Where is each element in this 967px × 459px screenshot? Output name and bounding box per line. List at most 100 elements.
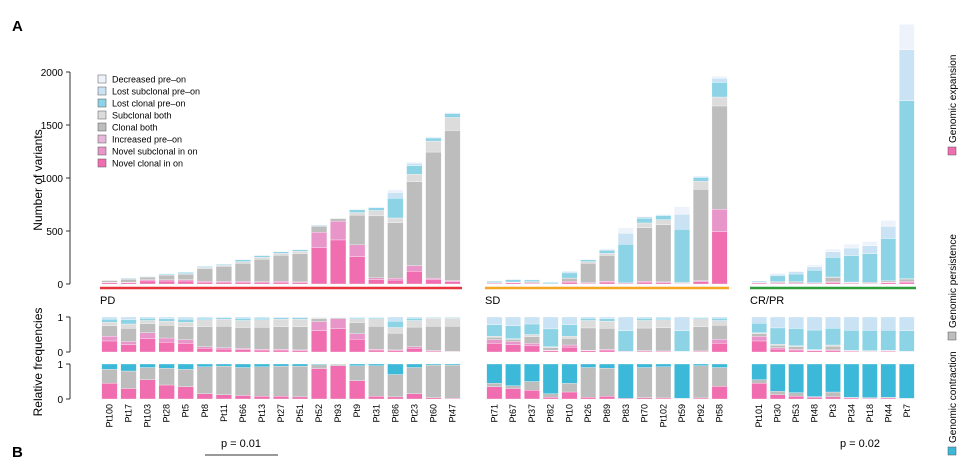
- legend-label-3: Subclonal both: [112, 111, 172, 121]
- x-tick-label-pt26: Pt26: [583, 404, 593, 423]
- bar-pt10-seg4: [561, 272, 578, 279]
- rel1-pt23-seg4: [406, 318, 423, 321]
- rel1-pt103-seg0: [139, 338, 156, 353]
- x-tick-label-pt82: Pt82: [546, 404, 556, 423]
- rel2-pt28-seg0: [158, 384, 175, 400]
- bar-pt23-seg1: [406, 265, 423, 272]
- bar-pt44-seg2: [880, 280, 897, 283]
- legend-swatch-0: [97, 74, 107, 84]
- bar-pt37-seg2: [524, 281, 540, 283]
- bar-pt58-seg5: [711, 78, 728, 83]
- y-tick-label-top: 2000: [41, 68, 64, 79]
- rel2-pt60-seg1: [425, 364, 442, 398]
- bar-pt8-seg4: [196, 266, 213, 268]
- x-tick-label-pt23: Pt23: [409, 404, 419, 423]
- rel1-pt92-seg3: [693, 318, 709, 327]
- bar-pt101-seg4: [751, 281, 767, 283]
- rel1-pt44-seg5: [880, 316, 897, 331]
- rel2-pt48-seg0: [806, 397, 823, 400]
- rel2-pt47-seg2: [444, 363, 461, 366]
- bar-pt27-seg3: [273, 252, 289, 256]
- rel2-pt3-seg0: [825, 396, 841, 400]
- bar-pt58-seg1: [711, 209, 728, 232]
- rel2-pt11-seg1: [215, 365, 232, 395]
- rel1-pt11-seg5: [215, 316, 232, 318]
- rel2-pt82-seg1: [542, 393, 559, 398]
- rel1-pt101-seg0: [751, 340, 767, 353]
- bar-pt18-seg4: [862, 253, 878, 283]
- legend-label-1: Lost subclonal pre–on: [112, 87, 200, 97]
- bar-pt86-seg0: [387, 279, 404, 285]
- rel1-pt59-seg5: [674, 316, 690, 331]
- x-tick-label-pt66: Pt66: [238, 404, 248, 423]
- bar-pt26-seg4: [580, 259, 597, 262]
- rel2-pt13-seg0: [253, 396, 270, 400]
- rel2-pt47-seg1: [444, 364, 461, 399]
- rel2-pt31-seg1: [368, 365, 385, 397]
- bar-pt58-seg2: [711, 105, 728, 210]
- rel2-pt93-seg0: [330, 365, 347, 400]
- bar-pt5-seg0: [177, 280, 194, 285]
- rel1-pt70-seg4: [636, 318, 653, 321]
- rel2-pt11-seg0: [215, 394, 232, 400]
- rel1-pt51-seg5: [292, 316, 309, 318]
- rel2-pt53-seg1: [788, 392, 804, 397]
- rel2-pt67-seg2: [505, 363, 521, 386]
- legend-swatch-2: [97, 98, 107, 108]
- rel1-pt17-seg3: [120, 323, 137, 329]
- rel1-pt28-seg1: [158, 337, 175, 343]
- rel1-pt71-seg1: [486, 339, 503, 344]
- rel1-pt86-seg4: [387, 321, 404, 328]
- bar-pt5-seg2: [177, 273, 194, 280]
- bar-pt47-seg3: [444, 117, 461, 131]
- bar-pt31-seg2: [368, 215, 385, 278]
- rel1-pt67-seg4: [505, 325, 521, 339]
- bar-pt103-seg1: [139, 279, 156, 282]
- rel1-pt3-seg4: [825, 328, 841, 346]
- rel2-pt11-seg2: [215, 363, 232, 367]
- bar-pt103-seg0: [139, 280, 156, 285]
- bar-pt9-seg2: [349, 214, 366, 246]
- bar-pt30-seg5: [769, 274, 786, 277]
- bar-pt67-seg4: [505, 279, 521, 283]
- rel1-pt37-seg4: [524, 323, 540, 335]
- rel1-pt44-seg4: [880, 330, 897, 351]
- rel1-pt53-seg0: [788, 349, 804, 353]
- x-tick-label-pt51: Pt51: [295, 404, 305, 423]
- bar-pt102-seg4: [655, 215, 672, 220]
- panel-label-a: A: [12, 18, 23, 35]
- bar-pt70-seg4: [636, 218, 653, 224]
- rel1-pt3-seg0: [825, 350, 841, 353]
- rel2-pt52-seg0: [311, 368, 328, 400]
- rel1-pt37-seg2: [524, 336, 540, 344]
- rel1-pt31-seg2: [368, 326, 385, 350]
- rel2-pt26-seg0: [580, 397, 597, 400]
- rel1-pt66-seg3: [234, 320, 251, 328]
- rel2-pt53-seg0: [788, 396, 804, 400]
- rel2-pt70-seg0: [636, 397, 653, 400]
- x-tick-label-pt8: Pt8: [200, 404, 210, 418]
- rel1-pt10-seg1: [561, 344, 578, 348]
- rel1-pt28-seg4: [158, 318, 175, 322]
- rel2-pt13-seg1: [253, 366, 270, 397]
- rel1-pt86-seg2: [387, 332, 404, 351]
- bar-pt31-seg1: [368, 277, 385, 280]
- rel2-pt51-seg1: [292, 365, 309, 398]
- rel1-pt23-seg3: [406, 320, 423, 328]
- rel1-pt60-seg2: [425, 326, 442, 351]
- bar-pt23-seg5: [406, 163, 423, 166]
- rel1-pt26-seg5: [580, 316, 597, 319]
- right-legend-swatch-1: [947, 331, 957, 341]
- rel1-pt11-seg3: [215, 318, 232, 327]
- y-tick-label-top: 0: [57, 280, 63, 291]
- bar-pt31-seg4: [368, 207, 385, 211]
- rel1-pt30-seg1: [769, 347, 786, 350]
- y-axis-title-top: Number of variants: [31, 129, 45, 230]
- right-legend-label-0: Genomic expansion: [948, 55, 959, 143]
- bar-pt70-seg0: [636, 281, 653, 285]
- rel1-pt30-seg0: [769, 348, 786, 353]
- bar-pt93-seg2: [330, 218, 347, 222]
- bar-pt83-seg6: [617, 227, 634, 234]
- x-tick-label-pt34: Pt34: [846, 404, 856, 423]
- bar-pt71-seg4: [486, 281, 503, 283]
